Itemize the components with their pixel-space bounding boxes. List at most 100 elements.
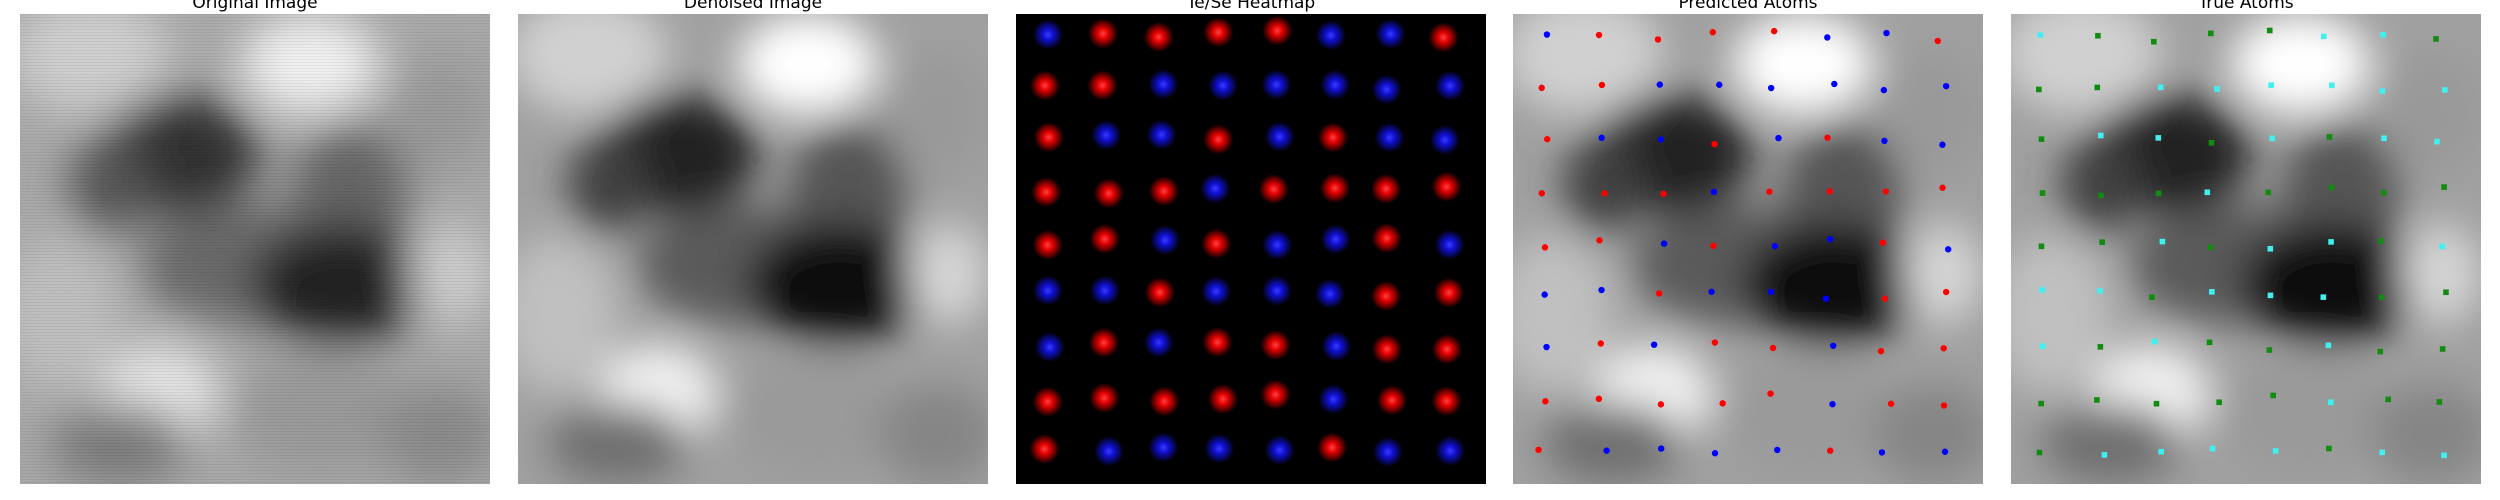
heatmap-se-blob xyxy=(1261,69,1292,100)
true-te-marker xyxy=(2206,339,2213,346)
true-te-marker xyxy=(2385,396,2392,403)
predicted-te-marker xyxy=(1940,402,1948,409)
heatmap-se-blob xyxy=(1264,435,1295,466)
true-atoms-image xyxy=(2011,14,2481,484)
true-se-marker xyxy=(2379,88,2386,94)
heatmap-te-blob xyxy=(1431,334,1462,365)
true-se-marker xyxy=(2039,343,2046,349)
heatmap-se-blob xyxy=(1032,275,1063,306)
true-te-marker xyxy=(2207,244,2214,251)
predicted-se-marker xyxy=(1603,447,1610,454)
true-se-marker xyxy=(2157,84,2164,91)
heatmap-te-blob xyxy=(1317,122,1348,153)
true-se-marker xyxy=(2329,82,2335,89)
heatmap-te-blob xyxy=(1148,176,1179,207)
predicted-se-marker xyxy=(1829,400,1836,408)
predicted-te-marker xyxy=(1711,339,1719,346)
predicted-se-marker xyxy=(1883,29,1890,37)
heatmap-se-blob xyxy=(1314,278,1345,309)
heatmap-te-blob xyxy=(1431,171,1462,202)
te-se-heatmap xyxy=(1016,14,1486,484)
predicted-se-marker xyxy=(1650,341,1658,348)
predicted-te-marker xyxy=(1541,244,1549,251)
predicted-te-marker xyxy=(1535,446,1542,454)
heatmap-te-blob xyxy=(1207,384,1238,415)
predicted-te-marker xyxy=(1879,239,1887,246)
heatmap-se-blob xyxy=(1321,331,1352,362)
true-te-marker xyxy=(2266,347,2273,353)
predicted-se-marker xyxy=(1708,288,1715,295)
true-se-marker xyxy=(2439,243,2445,250)
heatmap-se-blob xyxy=(1318,384,1349,415)
true-se-marker xyxy=(2209,445,2216,452)
predicted-te-marker xyxy=(1826,188,1833,195)
predicted-se-marker xyxy=(1941,448,1949,455)
true-te-marker xyxy=(2270,392,2277,399)
heatmap-se-blob xyxy=(1207,70,1238,101)
heatmap-te-blob xyxy=(1033,122,1064,153)
heatmap-se-blob xyxy=(1148,432,1179,463)
true-te-marker xyxy=(2098,192,2104,199)
heatmap-te-blob xyxy=(1031,177,1062,208)
panel-title-original: Original Image xyxy=(192,0,318,13)
true-te-marker xyxy=(2039,190,2046,196)
true-se-marker xyxy=(2434,138,2440,145)
panel-predicted-atoms: Predicted Atoms xyxy=(1513,0,1983,500)
predicted-se-marker xyxy=(1543,31,1551,38)
true-se-marker xyxy=(2441,452,2447,459)
predicted-te-marker xyxy=(1655,290,1663,297)
true-se-marker xyxy=(2159,238,2166,245)
heatmap-se-blob xyxy=(1320,224,1351,255)
heatmap-se-blob xyxy=(1204,433,1235,464)
predicted-se-marker xyxy=(1829,342,1837,349)
heatmap-se-blob xyxy=(1315,20,1346,51)
heatmap-te-blob xyxy=(1371,173,1402,204)
heatmap-se-blob xyxy=(1091,120,1122,151)
predicted-te-marker xyxy=(1538,84,1545,92)
true-se-marker xyxy=(2381,135,2387,142)
predicted-te-marker xyxy=(1657,401,1665,408)
heatmap-se-blob xyxy=(1262,229,1293,260)
heatmap-se-blob xyxy=(1435,70,1466,101)
predicted-te-marker xyxy=(1940,345,1947,352)
true-te-marker xyxy=(2036,449,2043,456)
heatmap-se-blob xyxy=(1089,275,1120,306)
true-se-marker xyxy=(2037,32,2044,38)
heatmap-te-blob xyxy=(1089,382,1120,413)
true-te-marker xyxy=(2377,238,2384,244)
predicted-te-marker xyxy=(1597,340,1604,347)
predicted-se-marker xyxy=(1660,240,1668,247)
heatmap-te-blob xyxy=(1258,174,1289,205)
true-se-marker xyxy=(2327,399,2334,406)
true-te-marker xyxy=(2266,27,2273,34)
true-te-marker xyxy=(2094,397,2100,403)
heatmap-dots xyxy=(1029,15,1466,467)
predicted-se-marker xyxy=(1716,81,1723,88)
predicted-te-marker xyxy=(1709,29,1716,36)
heatmap-te-blob xyxy=(1093,178,1124,209)
predicted-se-marker xyxy=(1598,286,1605,294)
predicted-te-marker xyxy=(1601,190,1608,197)
panel-denoised-image: Denoised Image xyxy=(518,0,988,500)
predicted-se-marker xyxy=(1657,136,1665,143)
heatmap-te-blob xyxy=(1371,334,1402,365)
true-se-marker xyxy=(2155,135,2162,141)
heatmap-se-blob xyxy=(1200,173,1231,204)
true-se-marker xyxy=(2039,287,2046,293)
true-se-marker xyxy=(2325,342,2332,349)
heatmap-se-blob xyxy=(1429,124,1460,155)
heatmap-te-blob xyxy=(1032,229,1063,260)
predicted-se-marker xyxy=(1657,445,1665,452)
predicted-se-marker xyxy=(1826,235,1834,243)
heatmap-se-blob xyxy=(1375,18,1406,49)
heatmap-se-blob xyxy=(1150,225,1181,256)
predicted-se-marker xyxy=(1656,81,1664,88)
heatmap-te-blob xyxy=(1431,386,1462,417)
predicted-se-marker xyxy=(1768,288,1775,296)
heatmap-se-blob xyxy=(1201,276,1232,307)
true-atom-markers xyxy=(2036,27,2449,459)
panel-true-atoms: True Atoms xyxy=(2011,0,2481,500)
true-te-marker xyxy=(2377,348,2384,355)
predicted-se-marker xyxy=(1543,343,1550,351)
heatmap-se-blob xyxy=(1093,436,1124,467)
